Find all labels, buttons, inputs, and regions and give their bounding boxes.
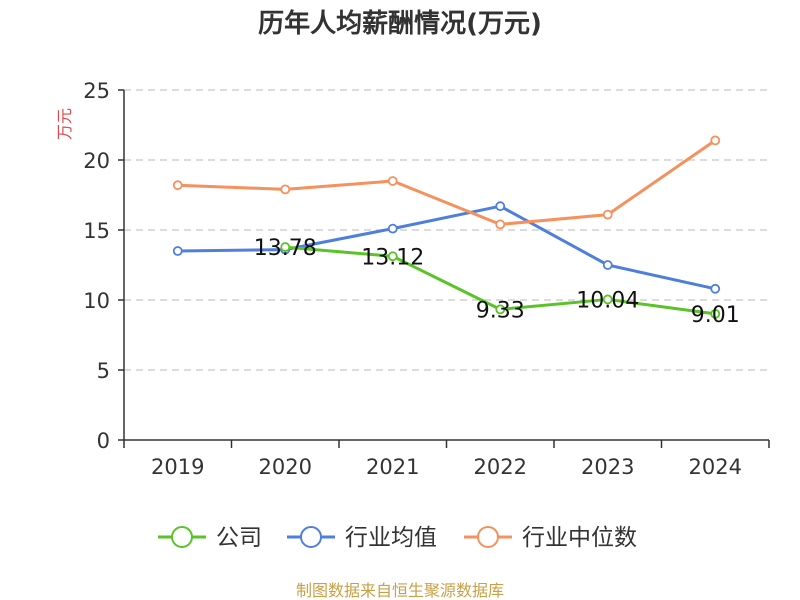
series-line xyxy=(177,204,716,291)
y-tick-label: 15 xyxy=(83,219,110,243)
data-point[interactable] xyxy=(710,308,721,319)
x-tick-label: 2021 xyxy=(366,455,419,479)
data-label: 9.01 xyxy=(691,303,740,328)
data-point[interactable] xyxy=(602,209,613,220)
y-tick-label: 10 xyxy=(83,289,110,313)
data-point[interactable] xyxy=(172,246,183,256)
series-0 xyxy=(280,242,721,319)
legend-label: 公司 xyxy=(216,525,262,551)
series-lines xyxy=(172,135,721,319)
legend-label: 行业中位数 xyxy=(522,525,637,551)
legend[interactable]: 公司 行业均值 行业中位数 xyxy=(158,525,637,551)
data-point[interactable] xyxy=(602,260,613,270)
source-note: 制图数据来自恒生聚源数据库 xyxy=(296,581,504,600)
data-point[interactable] xyxy=(387,176,398,186)
data-point[interactable] xyxy=(710,283,721,294)
y-tick-label: 20 xyxy=(83,149,110,173)
data-point[interactable] xyxy=(495,201,506,212)
data-point[interactable] xyxy=(387,251,398,262)
y-tick-label: 25 xyxy=(83,79,110,103)
data-point[interactable] xyxy=(280,184,291,195)
x-tick-label: 2023 xyxy=(581,455,634,479)
legend-marker xyxy=(171,526,193,548)
legend-item-2[interactable]: 行业中位数 xyxy=(464,525,637,551)
y-axis-label: 万元 xyxy=(55,108,74,140)
data-label: 13.12 xyxy=(361,245,424,270)
series-line xyxy=(177,139,717,226)
x-tick-label: 2022 xyxy=(474,455,527,479)
data-point[interactable] xyxy=(602,294,613,305)
data-label: 9.33 xyxy=(476,298,525,323)
y-tick-label: 0 xyxy=(97,429,110,453)
legend-marker xyxy=(477,526,499,548)
data-point[interactable] xyxy=(387,223,398,234)
legend-item-0[interactable]: 公司 xyxy=(158,525,262,551)
x-tick-label: 2020 xyxy=(259,455,312,479)
data-label: 10.04 xyxy=(576,288,639,313)
grid-lines xyxy=(124,89,769,371)
series-2 xyxy=(172,135,721,230)
legend-item-1[interactable]: 行业均值 xyxy=(287,525,437,551)
x-tick-label: 2024 xyxy=(689,455,742,479)
series-1 xyxy=(172,201,721,294)
x-tick-label: 2019 xyxy=(151,455,204,479)
data-point[interactable] xyxy=(710,135,721,146)
axes: 0 5 10 15 20 25 2019 2020 2021 2022 2023 2024 xyxy=(83,79,770,479)
data-point[interactable] xyxy=(280,242,291,252)
data-labels: 13.78 13.12 9.33 10.04 9.01 xyxy=(254,236,740,328)
legend-marker xyxy=(300,526,322,548)
data-point[interactable] xyxy=(172,180,183,191)
data-label: 13.78 xyxy=(254,236,317,261)
chart-title: 历年人均薪酬情况(万元) xyxy=(258,8,542,39)
legend-label: 行业均值 xyxy=(345,525,437,551)
data-point[interactable] xyxy=(495,304,506,315)
y-tick-label: 5 xyxy=(97,359,110,383)
data-point[interactable] xyxy=(495,219,506,230)
